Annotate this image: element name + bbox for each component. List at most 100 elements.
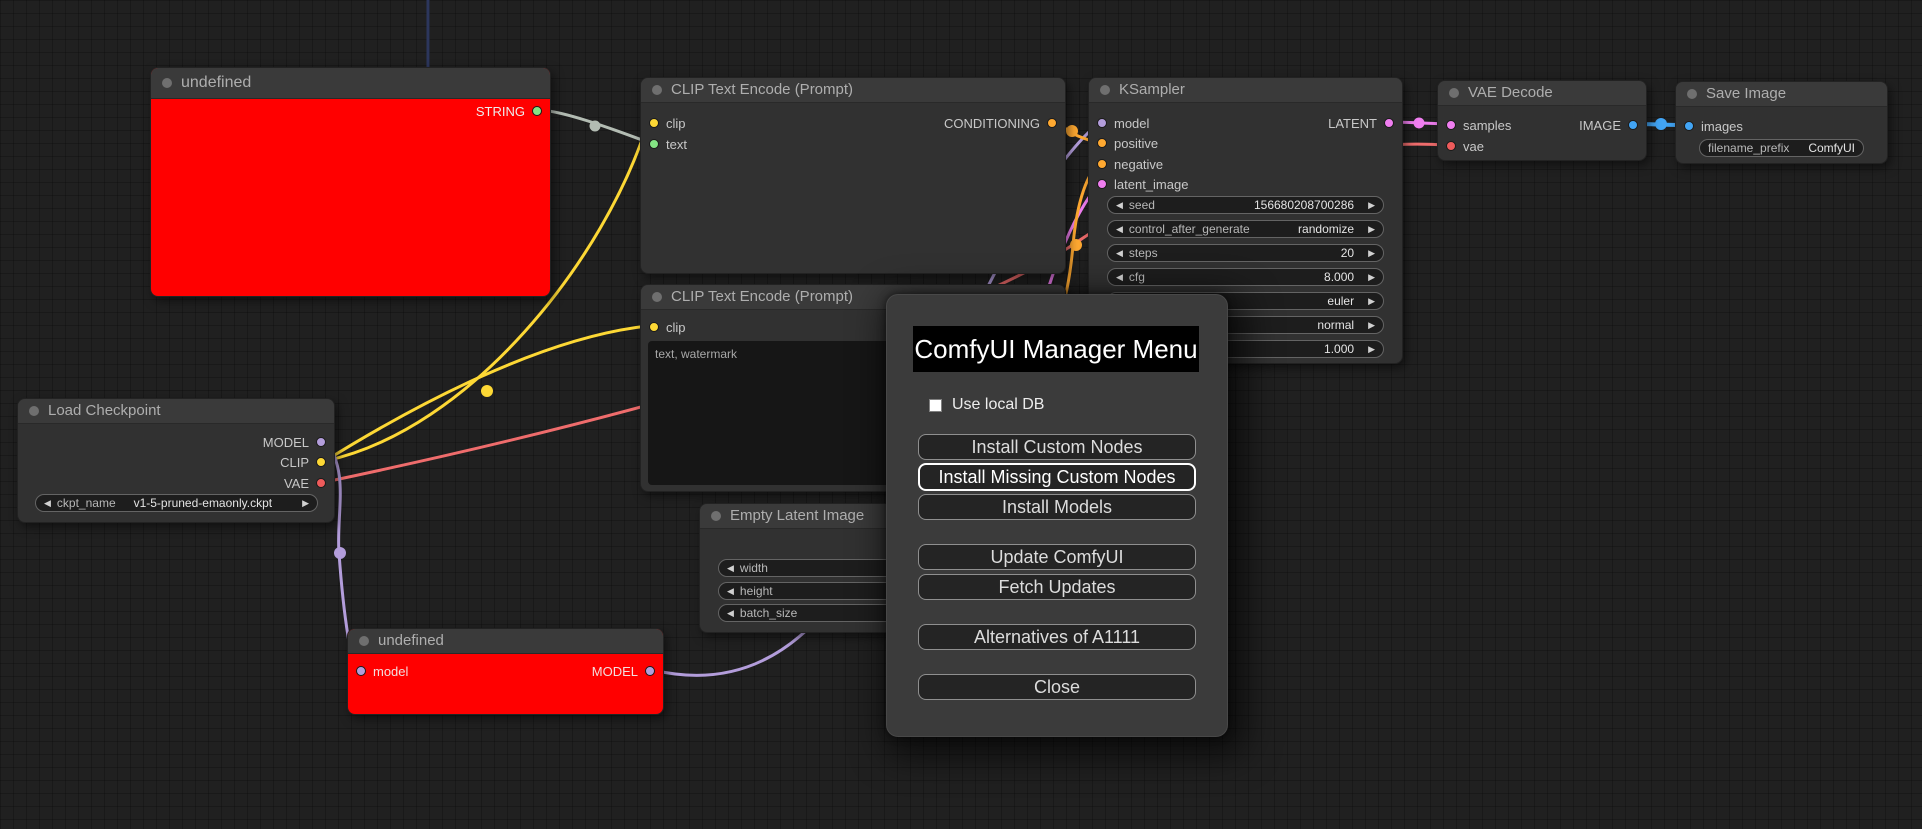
- decrement-arrow-icon[interactable]: ◀: [727, 607, 734, 618]
- node-title-bar[interactable]: VAE Decode: [1438, 81, 1646, 106]
- node-clip-text-encode-positive[interactable]: CLIP Text Encode (Prompt) clip text COND…: [640, 77, 1066, 274]
- port-dot[interactable]: [649, 118, 659, 128]
- port-dot[interactable]: [645, 666, 655, 676]
- close-button[interactable]: Close: [918, 674, 1196, 700]
- widget-seed[interactable]: ◀ seed 156680208700286 ▶: [1107, 196, 1384, 214]
- alternatives-of-a1111-button[interactable]: Alternatives of A1111: [918, 624, 1196, 650]
- port-dot[interactable]: [1097, 118, 1107, 128]
- node-empty-latent-image[interactable]: Empty Latent Image ◀ width ◀ height ◀ ba…: [699, 503, 917, 633]
- widget-batch-size[interactable]: ◀ batch_size: [718, 604, 908, 622]
- port-dot[interactable]: [1384, 118, 1394, 128]
- input-port-positive[interactable]: positive: [1097, 136, 1158, 151]
- node-save-image[interactable]: Save Image images filename_prefix ComfyU…: [1675, 81, 1888, 164]
- node-load-checkpoint[interactable]: Load Checkpoint MODEL CLIP VAE ◀ ckpt_na…: [17, 398, 335, 523]
- port-dot[interactable]: [1047, 118, 1057, 128]
- port-dot[interactable]: [649, 139, 659, 149]
- link-midpoint-dot[interactable]: [1070, 239, 1082, 251]
- use-local-db-row[interactable]: Use local DB: [929, 396, 1044, 414]
- port-dot[interactable]: [532, 106, 542, 116]
- widget-filename-prefix[interactable]: filename_prefix ComfyUI: [1699, 139, 1864, 157]
- port-dot[interactable]: [1628, 120, 1638, 130]
- collapse-dot-icon[interactable]: [29, 406, 39, 416]
- port-dot[interactable]: [1684, 121, 1694, 131]
- port-dot[interactable]: [1097, 159, 1107, 169]
- increment-arrow-icon[interactable]: ▶: [302, 497, 309, 508]
- link-midpoint-dot[interactable]: [334, 547, 346, 559]
- decrement-arrow-icon[interactable]: ◀: [1116, 271, 1123, 282]
- collapse-dot-icon[interactable]: [652, 292, 662, 302]
- decrement-arrow-icon[interactable]: ◀: [1116, 199, 1123, 210]
- install-missing-custom-nodes-button[interactable]: Install Missing Custom Nodes: [918, 463, 1196, 491]
- increment-arrow-icon[interactable]: ▶: [1368, 319, 1375, 330]
- port-dot[interactable]: [356, 666, 366, 676]
- use-local-db-checkbox[interactable]: [929, 398, 942, 412]
- port-dot[interactable]: [1097, 179, 1107, 189]
- collapse-dot-icon[interactable]: [1100, 85, 1110, 95]
- update-comfyui-button[interactable]: Update ComfyUI: [918, 544, 1196, 570]
- decrement-arrow-icon[interactable]: ◀: [727, 585, 734, 596]
- output-port-model[interactable]: MODEL: [592, 664, 655, 679]
- input-port-samples[interactable]: samples: [1446, 118, 1511, 133]
- decrement-arrow-icon[interactable]: ◀: [1116, 223, 1123, 234]
- increment-arrow-icon[interactable]: ▶: [1368, 271, 1375, 282]
- node-title-bar[interactable]: Empty Latent Image: [700, 504, 916, 529]
- widget-ckpt-name[interactable]: ◀ ckpt_name v1-5-pruned-emaonly.ckpt ▶: [35, 494, 318, 512]
- output-port-model[interactable]: MODEL: [263, 435, 326, 450]
- port-dot[interactable]: [1446, 120, 1456, 130]
- increment-arrow-icon[interactable]: ▶: [1368, 247, 1375, 258]
- input-port-negative[interactable]: negative: [1097, 157, 1163, 172]
- node-undefined-string[interactable]: undefined STRING: [150, 67, 551, 297]
- link-midpoint-dot[interactable]: [1655, 118, 1667, 130]
- input-port-vae[interactable]: vae: [1446, 139, 1484, 154]
- collapse-dot-icon[interactable]: [1687, 89, 1697, 99]
- link-midpoint-dot[interactable]: [481, 385, 493, 397]
- collapse-dot-icon[interactable]: [711, 511, 721, 521]
- input-port-text[interactable]: text: [649, 137, 687, 152]
- input-port-latent-image[interactable]: latent_image: [1097, 177, 1188, 192]
- increment-arrow-icon[interactable]: ▶: [1368, 343, 1375, 354]
- install-models-button[interactable]: Install Models: [918, 494, 1196, 520]
- output-port-conditioning[interactable]: CONDITIONING: [944, 116, 1057, 131]
- output-port-string[interactable]: STRING: [476, 104, 542, 119]
- increment-arrow-icon[interactable]: ▶: [1368, 223, 1375, 234]
- widget-width[interactable]: ◀ width: [718, 559, 908, 577]
- widget-height[interactable]: ◀ height: [718, 582, 908, 600]
- port-dot[interactable]: [1097, 138, 1107, 148]
- collapse-dot-icon[interactable]: [162, 78, 172, 88]
- output-port-image[interactable]: IMAGE: [1579, 118, 1638, 133]
- decrement-arrow-icon[interactable]: ◀: [44, 497, 51, 508]
- port-dot[interactable]: [316, 457, 326, 467]
- collapse-dot-icon[interactable]: [1449, 88, 1459, 98]
- port-dot[interactable]: [649, 322, 659, 332]
- port-dot[interactable]: [1446, 141, 1456, 151]
- port-dot[interactable]: [316, 478, 326, 488]
- node-title-bar[interactable]: KSampler: [1089, 78, 1402, 103]
- install-custom-nodes-button[interactable]: Install Custom Nodes: [918, 434, 1196, 460]
- node-title-bar[interactable]: CLIP Text Encode (Prompt): [641, 78, 1065, 103]
- collapse-dot-icon[interactable]: [652, 85, 662, 95]
- fetch-updates-button[interactable]: Fetch Updates: [918, 574, 1196, 600]
- node-title-bar[interactable]: Load Checkpoint: [18, 399, 334, 424]
- input-port-model[interactable]: model: [356, 664, 408, 679]
- increment-arrow-icon[interactable]: ▶: [1368, 295, 1375, 306]
- widget-steps[interactable]: ◀ steps 20 ▶: [1107, 244, 1384, 262]
- output-port-latent[interactable]: LATENT: [1328, 116, 1394, 131]
- widget-cfg[interactable]: ◀ cfg 8.000 ▶: [1107, 268, 1384, 286]
- output-port-vae[interactable]: VAE: [284, 476, 326, 491]
- input-port-images[interactable]: images: [1684, 119, 1743, 134]
- link-midpoint-dot[interactable]: [1413, 117, 1425, 129]
- link-midpoint-dot[interactable]: [1066, 125, 1078, 137]
- node-undefined-model[interactable]: undefined model MODEL: [347, 628, 664, 715]
- node-title-bar[interactable]: undefined: [151, 68, 550, 99]
- node-vae-decode[interactable]: VAE Decode samples vae IMAGE: [1437, 80, 1647, 161]
- link-midpoint-dot[interactable]: [589, 120, 601, 132]
- increment-arrow-icon[interactable]: ▶: [1368, 199, 1375, 210]
- node-title-bar[interactable]: Save Image: [1676, 82, 1887, 107]
- widget-control-after-generate[interactable]: ◀ control_after_generate randomize ▶: [1107, 220, 1384, 238]
- node-title-bar[interactable]: undefined: [348, 629, 663, 654]
- collapse-dot-icon[interactable]: [359, 636, 369, 646]
- port-dot[interactable]: [316, 437, 326, 447]
- input-port-clip[interactable]: clip: [649, 320, 686, 335]
- output-port-clip[interactable]: CLIP: [280, 455, 326, 470]
